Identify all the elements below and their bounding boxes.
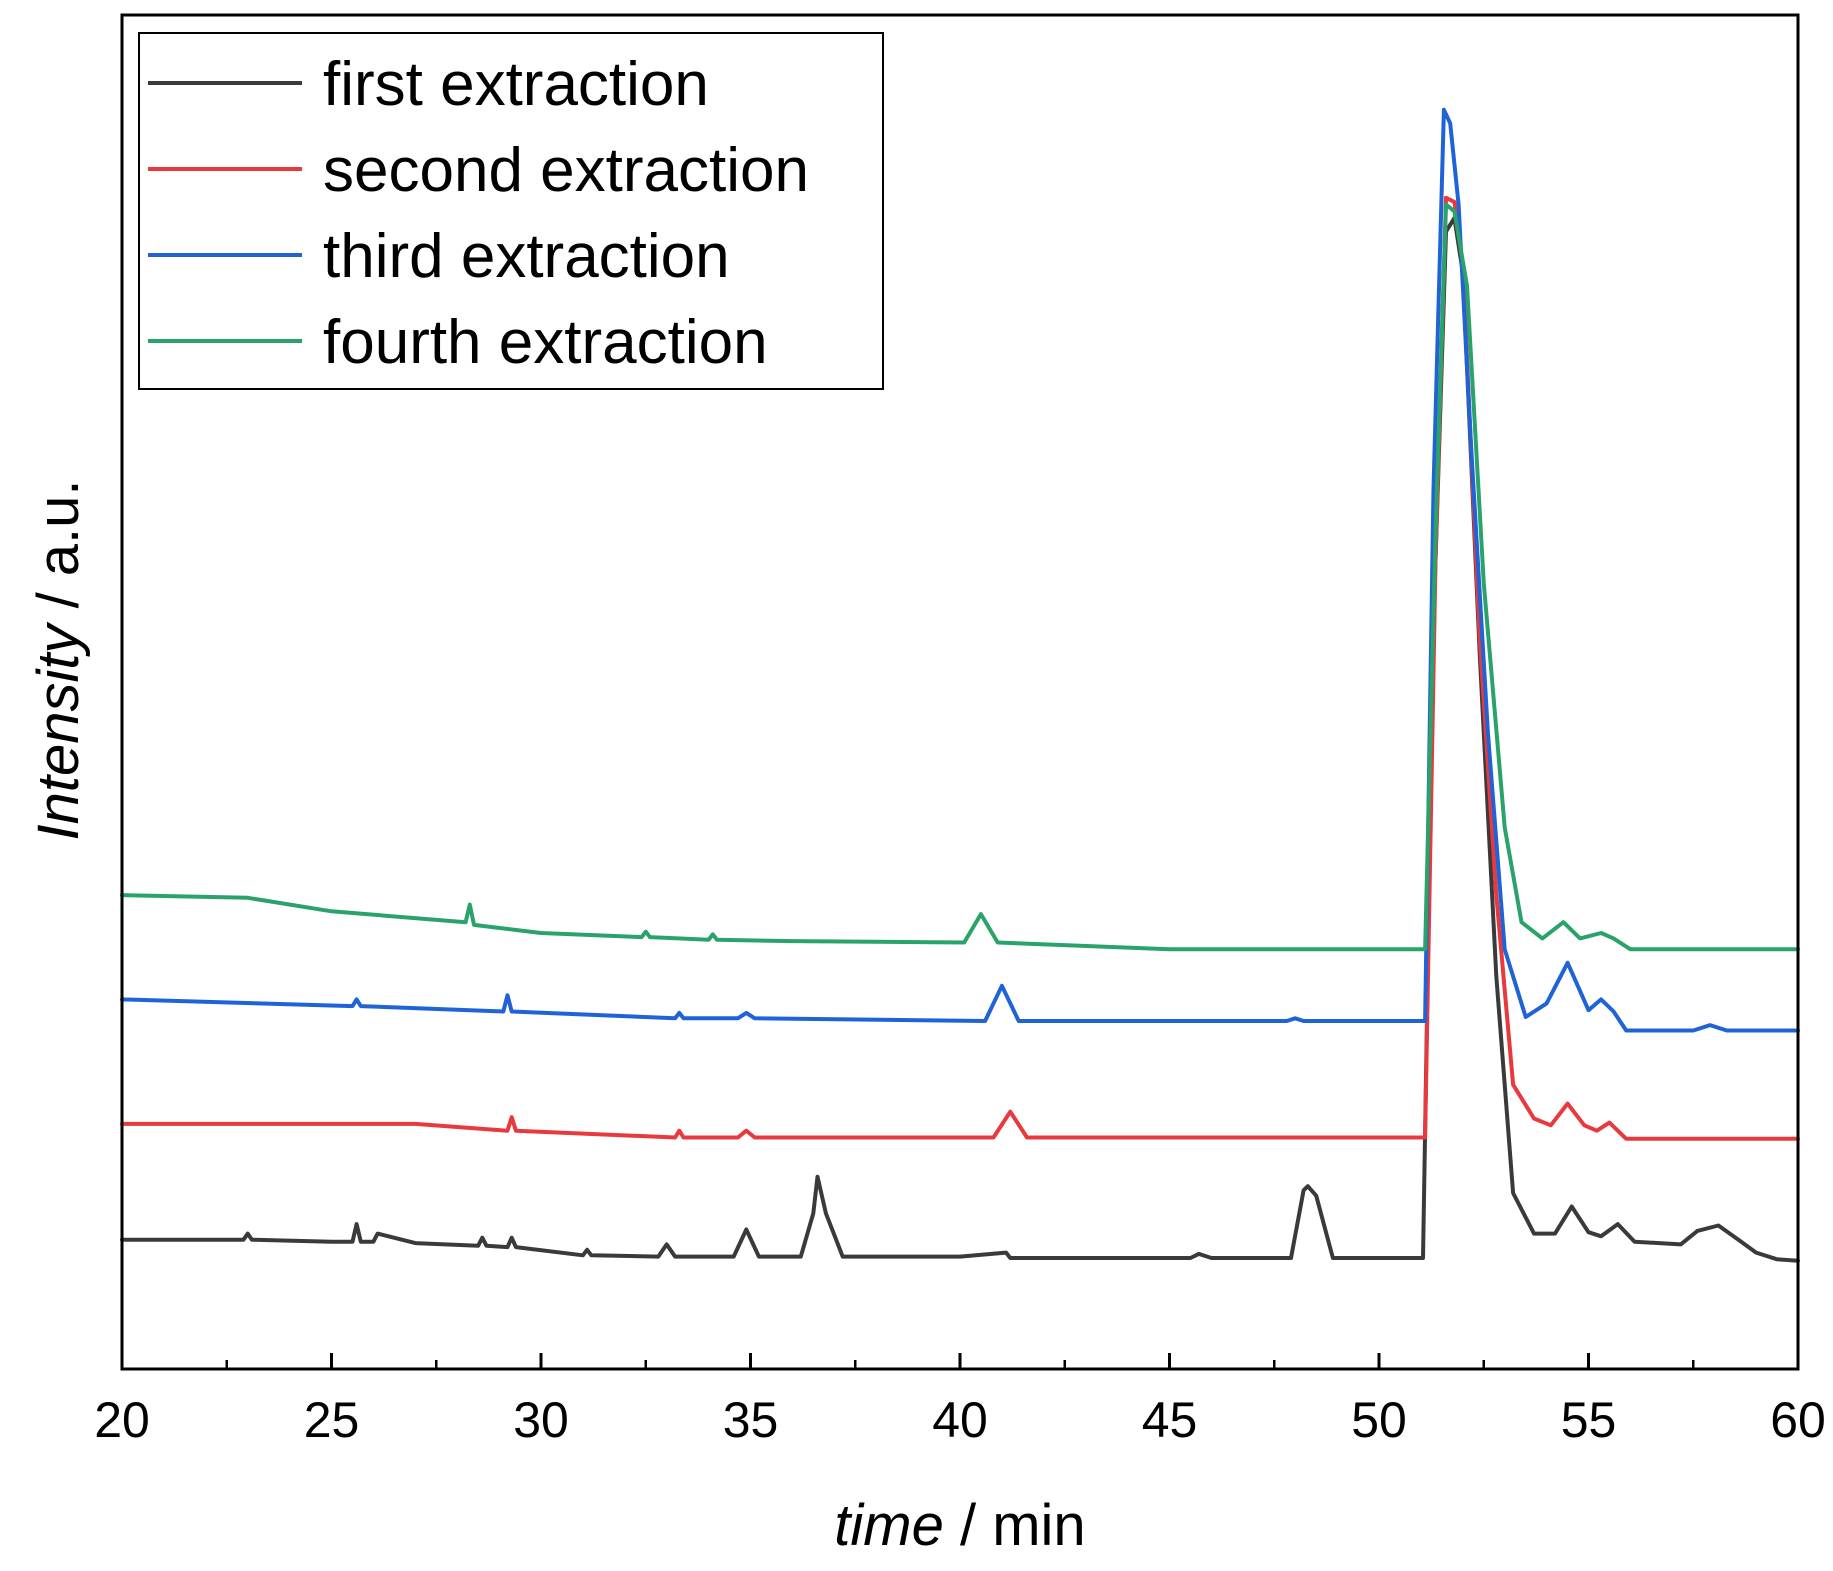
series-line-3: [120, 107, 1800, 1033]
x-axis-title: time / min: [834, 1493, 1085, 1558]
x-tick-label: 40: [932, 1392, 988, 1448]
x-tick-label: 50: [1351, 1392, 1407, 1448]
series-line-4: [120, 202, 1800, 952]
x-axis-ticks: [120, 1353, 1800, 1369]
y-axis-title-unit: / a.u.: [26, 479, 91, 624]
legend-label-4: fourth extraction: [323, 308, 768, 377]
legend-label-3: third extraction: [323, 222, 730, 291]
x-tick-label: 30: [513, 1392, 569, 1448]
legend-label-2: second extraction: [323, 136, 809, 205]
legend-box: [138, 32, 884, 390]
series-line-1: [120, 216, 1800, 1263]
x-tick-label: 25: [304, 1392, 360, 1448]
series-line-2: [120, 195, 1800, 1141]
x-axis-title-unit: / min: [944, 1493, 1086, 1558]
trace-group: [120, 107, 1800, 1263]
legend-label-1: first extraction: [323, 50, 709, 119]
x-axis-tick-labels: 20 25 30 35 40 45 50 55 60: [94, 1392, 1826, 1448]
y-axis-title-italic: Intensity: [26, 622, 91, 841]
y-axis-title: Intensity / a.u.: [26, 479, 91, 840]
x-tick-label: 20: [94, 1392, 150, 1448]
x-tick-label: 45: [1142, 1392, 1198, 1448]
x-tick-label: 35: [723, 1392, 779, 1448]
x-tick-label: 55: [1561, 1392, 1617, 1448]
x-tick-label: 60: [1770, 1392, 1826, 1448]
x-axis-title-italic: time: [834, 1493, 944, 1558]
legend: first extraction second extraction third e…: [138, 32, 884, 390]
